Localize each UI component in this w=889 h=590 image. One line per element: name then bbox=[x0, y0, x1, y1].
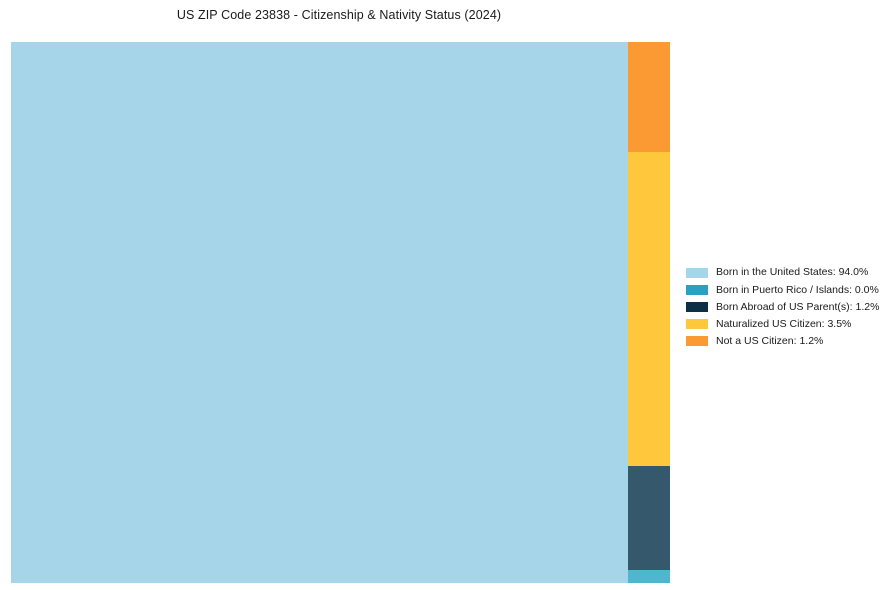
legend-item-label: Born in the United States: 94.0% bbox=[716, 266, 869, 279]
legend-swatch-icon bbox=[686, 267, 708, 278]
legend-swatch-icon bbox=[686, 284, 708, 295]
legend-item[interactable]: Naturalized US Citizen: 3.5% bbox=[686, 316, 882, 333]
legend-swatch-icon bbox=[686, 301, 708, 312]
treemap-tile-born-in-puerto-rico-islands[interactable] bbox=[628, 570, 670, 583]
legend-item[interactable]: Born in the United States: 94.0% bbox=[686, 264, 882, 281]
legend-item-label: Naturalized US Citizen: 3.5% bbox=[716, 317, 852, 330]
legend-item-label: Not a US Citizen: 1.2% bbox=[716, 335, 824, 348]
chart-legend: Born in the United States: 94.0% Born in… bbox=[686, 264, 882, 350]
treemap-plot-area bbox=[11, 42, 670, 583]
legend-item[interactable]: Born in Puerto Rico / Islands: 0.0% bbox=[686, 281, 882, 298]
treemap-tile-naturalized-us-citizen[interactable] bbox=[628, 152, 670, 466]
legend-item-label: Born Abroad of US Parent(s): 1.2% bbox=[716, 300, 880, 313]
legend-item[interactable]: Not a US Citizen: 1.2% bbox=[686, 333, 882, 350]
chart-title: US ZIP Code 23838 - Citizenship & Nativi… bbox=[176, 8, 502, 22]
treemap-tile-born-abroad-of-us-parents[interactable] bbox=[628, 466, 670, 570]
treemap-tile-born-in-the-united-states[interactable] bbox=[11, 42, 628, 583]
legend-swatch-icon bbox=[686, 336, 708, 347]
legend-swatch-icon bbox=[686, 319, 708, 330]
legend-item[interactable]: Born Abroad of US Parent(s): 1.2% bbox=[686, 298, 882, 315]
legend-item-label: Born in Puerto Rico / Islands: 0.0% bbox=[716, 283, 879, 296]
treemap-tile-not-a-us-citizen[interactable] bbox=[628, 42, 670, 152]
